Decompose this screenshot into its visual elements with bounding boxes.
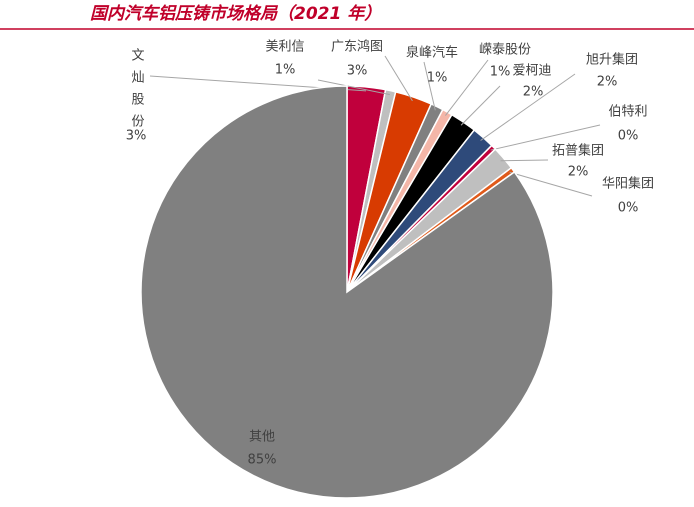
- slice-label: 泉峰汽车: [406, 45, 458, 61]
- leader-line: [460, 85, 501, 126]
- leader-line: [423, 61, 436, 111]
- slice-value-label: 1%: [275, 63, 296, 78]
- slice-value-label: 2%: [523, 85, 544, 100]
- slice-value-label: 1%: [427, 71, 448, 86]
- slice-label: 伯特利: [608, 105, 647, 120]
- slice-label: 拓普集团: [552, 143, 604, 159]
- slice-value-label: 2%: [597, 75, 618, 90]
- slice-value-label: 0%: [618, 201, 639, 216]
- leader-line: [509, 171, 593, 197]
- slice-value-label: 85%: [248, 453, 277, 468]
- slice-label: 华阳集团: [602, 176, 654, 192]
- slice-label: 嵘泰股份: [479, 43, 531, 58]
- slice-value-label: 3%: [347, 64, 368, 79]
- slice-value-label: 2%: [568, 165, 589, 180]
- slice-label: 广东鸿图: [331, 39, 383, 55]
- leader-line: [384, 55, 413, 102]
- slice-value-label: 3%: [126, 129, 147, 144]
- slice-value-label: 1%: [490, 65, 511, 80]
- leader-line: [480, 73, 576, 141]
- slice-value-label: 0%: [618, 129, 639, 144]
- chart-title: 国内汽车铝压铸市场格局（2021 年）: [90, 4, 381, 24]
- slice-label: 爱柯迪: [512, 64, 551, 79]
- pie-slice: [140, 85, 554, 499]
- leader-line: [500, 159, 549, 162]
- slice-label: 美利信: [265, 40, 304, 55]
- slice-label: 旭升集团: [586, 52, 638, 68]
- leader-line: [445, 59, 489, 116]
- leader-line: [317, 79, 390, 96]
- leader-line: [490, 124, 601, 151]
- slice-label: 文灿股份: [129, 48, 145, 136]
- slice-label: 其他: [249, 430, 275, 445]
